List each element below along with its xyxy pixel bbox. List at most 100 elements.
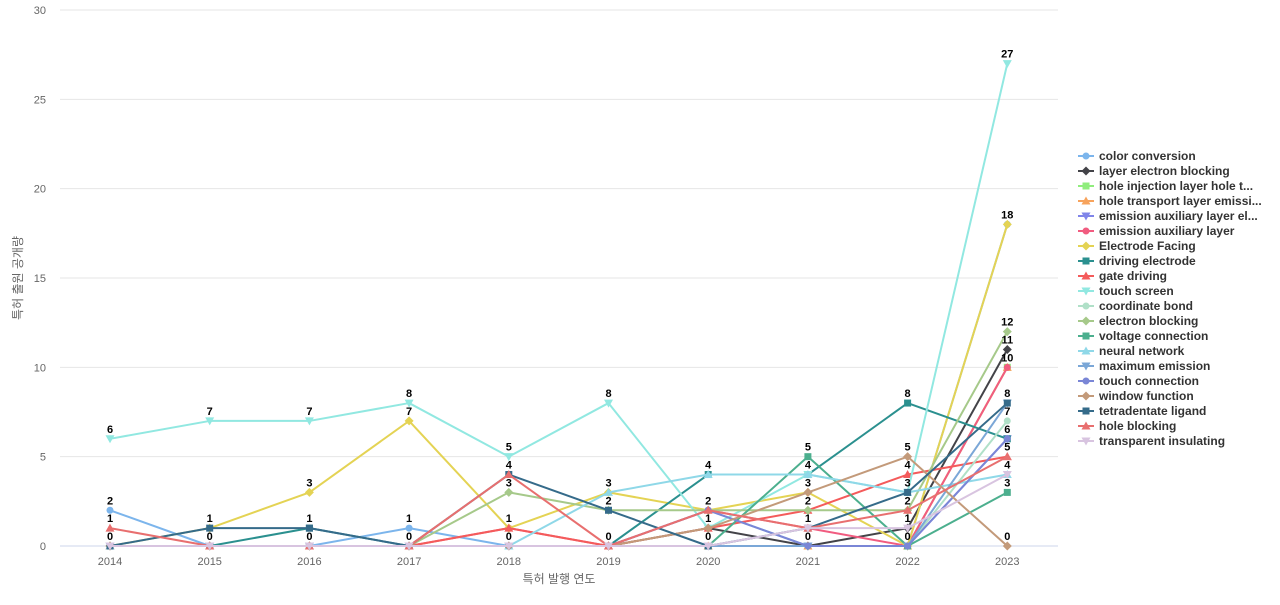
data-point[interactable]	[504, 523, 514, 532]
series-line[interactable]	[109, 224, 1009, 547]
legend-item[interactable]: gate driving	[1078, 269, 1167, 283]
data-point[interactable]	[1002, 327, 1012, 337]
legend-item[interactable]: transparent insulating	[1078, 434, 1225, 448]
legend-item[interactable]: emission auxiliary layer el...	[1078, 209, 1258, 223]
series-line[interactable]	[110, 402, 1008, 547]
data-point[interactable]	[105, 435, 115, 444]
data-point[interactable]	[504, 542, 514, 551]
legend-marker[interactable]	[1081, 316, 1091, 326]
legend-marker[interactable]	[1081, 437, 1091, 446]
data-point[interactable]	[605, 506, 612, 514]
legend-marker[interactable]	[1082, 152, 1090, 160]
legend-marker[interactable]	[1082, 332, 1090, 340]
legend-item[interactable]: touch screen	[1078, 284, 1174, 298]
data-point[interactable]	[1003, 435, 1011, 443]
legend-marker[interactable]	[1081, 391, 1091, 401]
legend-marker[interactable]	[1082, 407, 1090, 415]
data-point[interactable]	[1003, 488, 1011, 496]
legend-item[interactable]: Electrode Facing	[1078, 239, 1196, 253]
series-line[interactable]	[110, 402, 1009, 547]
data-point[interactable]	[803, 524, 813, 533]
data-point[interactable]	[703, 523, 713, 533]
data-point[interactable]	[304, 487, 314, 497]
data-point[interactable]	[803, 487, 813, 497]
series-line[interactable]	[109, 224, 1009, 547]
data-point[interactable]	[803, 505, 813, 515]
data-point[interactable]	[703, 542, 713, 551]
data-point[interactable]	[404, 399, 414, 408]
data-point[interactable]	[903, 470, 913, 479]
legend-item[interactable]: window function	[1078, 389, 1194, 403]
legend-item[interactable]: hole injection layer hole t...	[1078, 179, 1253, 193]
data-point[interactable]	[903, 505, 913, 514]
data-point[interactable]	[1002, 471, 1012, 480]
data-point[interactable]	[904, 399, 912, 407]
data-point[interactable]	[504, 487, 514, 497]
data-point[interactable]	[904, 542, 912, 550]
legend-marker[interactable]	[1081, 287, 1091, 296]
legend-marker[interactable]	[1082, 257, 1090, 265]
legend-marker[interactable]	[1081, 212, 1091, 221]
legend-marker[interactable]	[1082, 227, 1090, 235]
data-point[interactable]	[205, 417, 215, 426]
data-point[interactable]	[1002, 60, 1012, 69]
legend-marker[interactable]	[1081, 346, 1091, 355]
data-point[interactable]	[1002, 452, 1012, 461]
data-point[interactable]	[904, 488, 912, 496]
data-point[interactable]	[106, 506, 114, 514]
data-point[interactable]	[105, 523, 115, 532]
legend-item[interactable]: emission auxiliary layer	[1078, 224, 1235, 238]
data-point[interactable]	[504, 470, 514, 479]
legend-marker[interactable]	[1082, 302, 1090, 310]
data-point[interactable]	[304, 417, 314, 426]
data-point[interactable]	[1002, 344, 1012, 354]
data-point[interactable]	[1002, 541, 1012, 551]
data-point[interactable]	[305, 524, 313, 532]
legend-item[interactable]: touch connection	[1078, 374, 1199, 388]
data-point[interactable]	[504, 453, 514, 462]
data-point[interactable]	[1002, 219, 1012, 229]
data-point[interactable]	[205, 542, 215, 551]
legend-item[interactable]: tetradentate ligand	[1078, 404, 1206, 418]
series-line[interactable]	[109, 63, 1009, 530]
data-point[interactable]	[304, 542, 314, 551]
legend-marker[interactable]	[1081, 196, 1091, 205]
data-point[interactable]	[804, 453, 812, 461]
series-line[interactable]	[110, 473, 1008, 547]
data-point[interactable]	[703, 505, 713, 514]
legend-marker[interactable]	[1081, 421, 1091, 430]
legend-item[interactable]: coordinate bond	[1078, 299, 1193, 313]
data-point[interactable]	[903, 452, 913, 462]
legend-item[interactable]: layer electron blocking	[1078, 164, 1230, 178]
legend-marker[interactable]	[1082, 377, 1090, 385]
data-point[interactable]	[206, 524, 214, 532]
data-point[interactable]	[1003, 399, 1011, 407]
legend-marker[interactable]	[1081, 166, 1091, 176]
data-point[interactable]	[604, 542, 613, 551]
data-point[interactable]	[105, 542, 115, 551]
legend-marker[interactable]	[1081, 362, 1091, 371]
series-line[interactable]	[109, 402, 1008, 547]
data-point[interactable]	[703, 470, 713, 479]
legend-item[interactable]: driving electrode	[1078, 254, 1196, 268]
data-point[interactable]	[804, 542, 812, 550]
legend-item[interactable]: electron blocking	[1078, 314, 1198, 328]
data-point[interactable]	[1003, 417, 1011, 425]
data-point[interactable]	[803, 470, 813, 479]
data-point[interactable]	[405, 524, 413, 532]
data-point[interactable]	[404, 416, 414, 426]
legend-marker[interactable]	[1081, 271, 1091, 280]
data-point[interactable]	[404, 542, 414, 551]
data-point[interactable]	[604, 487, 613, 496]
legend-item[interactable]: maximum emission	[1078, 359, 1210, 373]
legend-item[interactable]: neural network	[1078, 344, 1185, 358]
data-point[interactable]	[604, 399, 613, 408]
legend-marker[interactable]	[1082, 182, 1090, 190]
legend-item[interactable]: hole transport layer emissi...	[1078, 194, 1262, 208]
legend-item[interactable]: voltage connection	[1078, 329, 1208, 343]
data-point[interactable]	[903, 524, 913, 533]
data-point[interactable]	[1003, 363, 1011, 371]
legend-item[interactable]: color conversion	[1078, 149, 1196, 163]
legend-marker[interactable]	[1081, 241, 1091, 251]
legend-item[interactable]: hole blocking	[1078, 419, 1176, 433]
